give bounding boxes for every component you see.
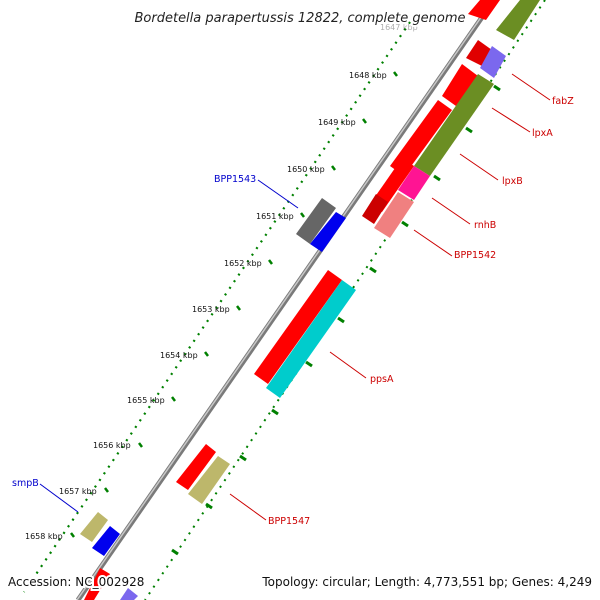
callout-lines-blue	[39, 179, 299, 513]
tick-label-1656: 1656 kbp	[93, 441, 131, 450]
gene-feature-red-3[interactable]	[442, 64, 478, 106]
gene-feature-red-top[interactable]	[468, 0, 500, 20]
gene-feature-red-4[interactable]	[390, 100, 452, 176]
gene-feature-red-1547[interactable]	[176, 444, 216, 490]
gene-label-ppsA[interactable]: ppsA	[370, 374, 394, 385]
gene-feature-purple[interactable]	[480, 46, 506, 78]
tick-label-1653: 1653 kbp	[192, 305, 230, 314]
gene-feature-pink[interactable]	[374, 192, 414, 238]
gene-feature-blue-1543[interactable]	[310, 212, 346, 252]
tick-labels: 1647 kbp 1648 kbp 1649 kbp 1650 kbp 1651…	[25, 23, 418, 541]
summary-text: Topology: circular; Length: 4,773,551 bp…	[261, 575, 592, 589]
tick-label-1652: 1652 kbp	[224, 259, 262, 268]
gene-label-smpB[interactable]: smpB	[12, 478, 39, 489]
gene-feature-purple-bottom[interactable]	[120, 588, 138, 600]
tick-label-1657: 1657 kbp	[59, 487, 97, 496]
gene-feature-cyan-ppsA[interactable]	[266, 280, 356, 398]
tick-label-1647: 1647 kbp	[380, 23, 418, 32]
tick-label-1648: 1648 kbp	[349, 71, 387, 80]
gene-feature-khaki-smpB[interactable]	[80, 512, 108, 542]
gene-label-BPP1542[interactable]: BPP1542	[454, 250, 496, 261]
tick-label-1651: 1651 kbp	[256, 212, 294, 221]
gene-feature-red-ppsA[interactable]	[254, 270, 342, 384]
gene-label-lpxA[interactable]: lpxA	[532, 128, 553, 139]
gene-feature-olive-long[interactable]	[414, 74, 494, 176]
gene-feature-gray[interactable]	[296, 198, 336, 244]
tick-label-1650: 1650 kbp	[287, 165, 325, 174]
tick-track-left	[23, 21, 411, 593]
right-track-ticks	[171, 84, 501, 556]
gene-label-fabZ[interactable]: fabZ	[552, 96, 574, 107]
tick-label-1654: 1654 kbp	[160, 351, 198, 360]
callout-lines	[229, 73, 551, 521]
gene-feature-blue-smpB[interactable]	[92, 526, 120, 556]
gene-feature-olive-top[interactable]	[496, 0, 540, 40]
tick-label-1658: 1658 kbp	[25, 532, 63, 541]
accession-text: Accession: NC_002928	[8, 575, 144, 589]
gene-label-BPP1543[interactable]: BPP1543	[214, 174, 256, 185]
gene-label-rnhB[interactable]: rnhB	[474, 220, 496, 231]
gene-feature-red-6[interactable]	[362, 194, 388, 224]
gene-feature-red-bottom[interactable]	[84, 568, 110, 600]
gene-feature-khaki-1547[interactable]	[188, 456, 230, 504]
map-title: Bordetella parapertussis 12822, complete…	[135, 11, 466, 26]
gene-label-BPP1547[interactable]: BPP1547	[268, 516, 310, 527]
gene-label-lpxB[interactable]: lpxB	[502, 176, 523, 187]
gene-feature-magenta[interactable]	[398, 166, 430, 200]
tick-label-1655: 1655 kbp	[127, 396, 165, 405]
tick-label-1649: 1649 kbp	[318, 118, 356, 127]
genome-backbone-highlight	[76, 0, 494, 600]
tick-marks	[70, 71, 398, 538]
genome-backbone	[75, 0, 497, 600]
